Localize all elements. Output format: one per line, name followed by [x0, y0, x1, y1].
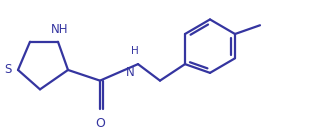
Text: S: S — [5, 63, 12, 76]
Text: NH: NH — [51, 23, 69, 36]
Text: O: O — [95, 117, 105, 130]
Text: H: H — [131, 46, 139, 56]
Text: N: N — [126, 66, 135, 79]
